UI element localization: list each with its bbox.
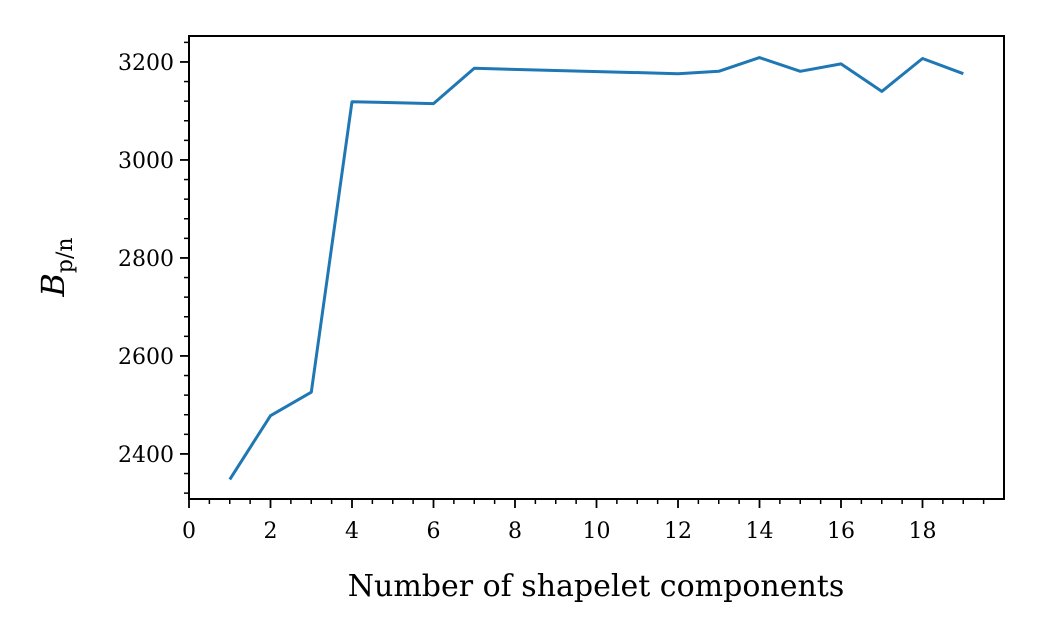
y-axis-label-main: B <box>34 273 72 298</box>
x-tick-label: 16 <box>827 519 855 544</box>
series-line <box>228 56 964 481</box>
y-tick-label: 3000 <box>118 149 174 174</box>
y-tick-label: 2800 <box>118 247 174 272</box>
y-tick-label: 2400 <box>118 443 174 468</box>
x-tick-label: 14 <box>746 519 774 544</box>
x-tick-label: 2 <box>264 519 278 544</box>
x-tick-label: 0 <box>182 519 196 544</box>
x-tick-label: 6 <box>427 519 441 544</box>
y-axis-label-sub: p/n <box>53 237 78 273</box>
axis-ticks <box>180 41 985 508</box>
y-tick-label: 3200 <box>118 51 174 76</box>
y-axis-label: Bp/n <box>34 237 78 297</box>
x-tick-label: 8 <box>508 519 522 544</box>
x-tick-label: 12 <box>664 519 692 544</box>
x-tick-label: 10 <box>583 519 611 544</box>
plot-frame <box>188 35 1005 500</box>
x-tick-label: 4 <box>345 519 359 544</box>
series-group <box>228 56 964 481</box>
y-tick-label: 2600 <box>118 345 174 370</box>
tick-labels: 0 2 4 6 8 10 12 14 16 18 2400 2600 2800 3000 3200 <box>118 51 937 544</box>
x-axis-label: Number of shapelet components <box>348 569 844 604</box>
x-tick-label: 18 <box>909 519 937 544</box>
